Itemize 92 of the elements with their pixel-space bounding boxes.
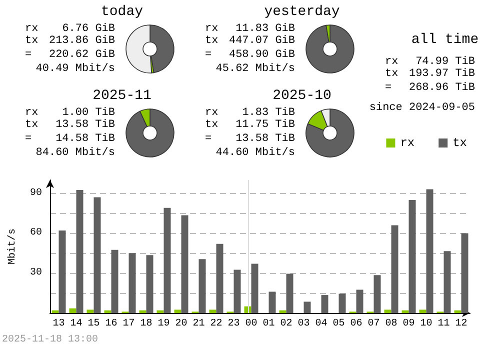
text: tx 193.97 TiB [385,68,476,80]
x-tick-label: 11 [438,318,450,330]
x-tick-label: 08 [385,318,398,330]
bar [209,310,216,313]
bar [146,255,154,313]
bar [69,308,76,313]
text: rx 11.83 GiB [205,23,295,35]
x-tick-label: 22 [210,318,222,330]
y-tick-label: 30 [30,268,42,279]
x-tick-label: 16 [105,318,118,330]
chart-title: today [100,4,144,20]
bar [52,310,59,313]
bar [86,310,94,313]
x-tick-label: 02 [280,318,292,330]
x-tick-label: 10 [420,318,432,330]
text: 40.49 Mbit/s [36,63,115,75]
text: 84.60 Mbit/s [36,147,115,159]
bar [391,225,398,313]
bar [234,270,241,313]
x-tick-label: 01 [262,318,275,330]
bar [174,310,182,313]
text: rx 6.76 GiB [25,23,115,35]
bar [198,259,206,313]
x-tick-label: 20 [175,318,188,330]
x-tick-label: 09 [402,318,415,330]
text: rx 1.00 TiB [25,107,115,119]
chart-title: 2025-10 [272,88,332,104]
text: rx 74.99 TiB [385,56,475,68]
y-tick-label: 90 [30,188,42,199]
x-tick-label: 18 [140,318,152,330]
text: = 220.62 GiB [25,49,115,61]
text: = 13.58 TiB [205,133,295,145]
text: tx 13.58 TiB [25,119,115,131]
x-tick-label: 07 [368,318,380,330]
text: all time [411,32,479,48]
text: 45.62 Mbit/s [216,63,295,75]
bar [444,251,451,313]
text: 2025-11-18 13:00 [2,334,98,346]
bar [374,275,381,313]
bar [402,310,409,313]
bar [128,253,136,313]
x-tick-label: 05 [332,318,345,330]
text: = 14.58 TiB [25,133,115,145]
x-tick-label: 00 [245,318,258,330]
y-tick-label: 60 [30,228,42,239]
x-tick-label: 13 [52,318,65,330]
bar [304,302,311,313]
x-tick-label: 17 [122,318,135,330]
bar [181,215,188,313]
x-tick-label: 06 [350,318,362,330]
text: since 2024-09-05 [369,102,475,114]
bar [419,310,426,313]
bar [251,264,258,313]
bar [58,230,66,313]
x-tick-label: 03 [298,318,310,330]
chart-title: 2025-11 [92,88,152,104]
x-tick-label: 15 [88,318,100,330]
bar [156,310,164,313]
bar [454,310,462,313]
x-tick-label: 21 [192,318,205,330]
x-tick-label: 04 [315,318,328,330]
x-tick-label: 14 [70,318,82,330]
bar [111,250,118,313]
bar [356,290,364,313]
legend-label: rx [400,136,415,150]
x-tick-label: 23 [228,318,240,330]
text: rx 1.83 TiB [205,107,295,119]
text: = 458.90 GiB [205,49,295,61]
bar [426,189,434,313]
bar [216,244,224,313]
bar [408,200,416,313]
bar [268,292,276,313]
y-axis-title: Mbit/s [6,228,18,265]
bar [139,310,146,313]
bar [94,197,101,313]
text: tx 447.07 GiB [205,35,296,47]
text: = 268.96 TiB [385,82,475,94]
bar [279,310,286,313]
bar [338,294,346,313]
text: 44.60 Mbit/s [216,147,295,159]
bar [321,295,328,313]
bar [384,310,392,313]
x-tick-label: 12 [455,318,468,330]
chart-title: yesterday [264,4,340,20]
x-tick-label: 19 [158,318,170,330]
text: tx 213.86 GiB [25,35,116,47]
text: tx 11.75 TiB [205,119,295,131]
legend-label: tx [452,136,468,150]
bar [164,208,171,313]
bar [286,274,294,313]
bar [104,310,112,313]
bar [76,190,84,313]
